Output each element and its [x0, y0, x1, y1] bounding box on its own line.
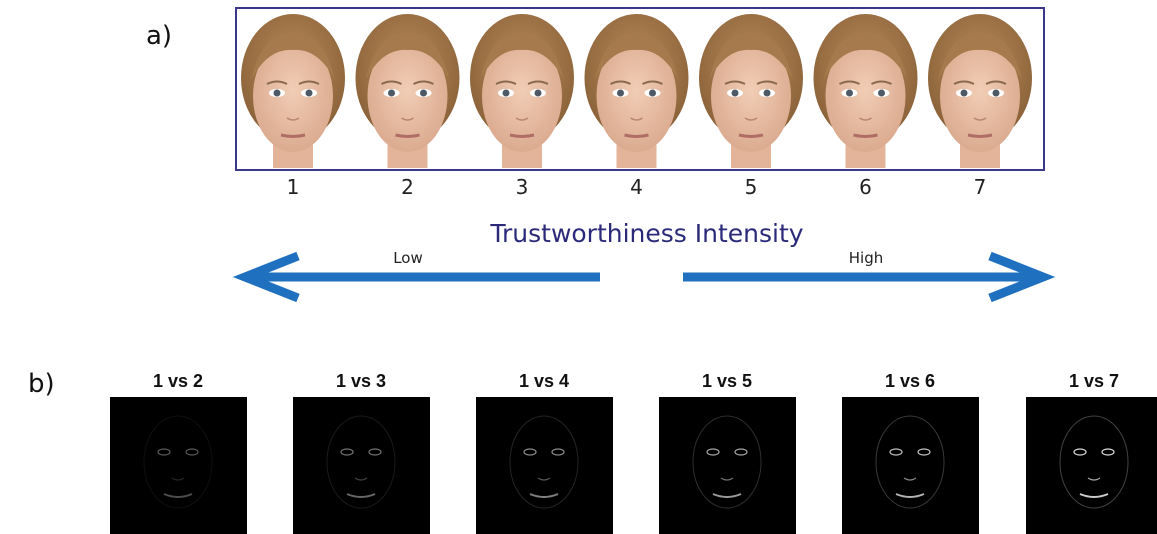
page: {"panel_a": {"label": "a)", "faces": ["1… [0, 0, 1157, 534]
iris [993, 90, 1000, 97]
mouth [510, 135, 534, 137]
map-background [842, 397, 979, 534]
iris [878, 90, 885, 97]
map-background [476, 397, 613, 534]
mouth [625, 135, 649, 137]
difference-map [476, 397, 613, 534]
iris [732, 90, 739, 97]
mouth [968, 135, 992, 137]
iris [535, 90, 542, 97]
mouth [739, 135, 763, 137]
map-background [110, 397, 247, 534]
comparison-title: 1 vs 2 [153, 371, 203, 391]
mouth [396, 135, 420, 137]
face-number: 3 [516, 175, 529, 199]
iris [388, 90, 395, 97]
map-background [293, 397, 430, 534]
map-background [1026, 397, 1157, 534]
difference-map [110, 397, 247, 534]
face-number: 4 [630, 175, 643, 199]
iris [764, 90, 771, 97]
high-label: High [849, 249, 883, 267]
low-label: Low [393, 249, 423, 267]
iris [961, 90, 968, 97]
comparison-title: 1 vs 4 [519, 371, 569, 391]
iris [617, 90, 624, 97]
iris [306, 90, 313, 97]
difference-map [1026, 397, 1157, 534]
comparison-title: 1 vs 7 [1069, 371, 1119, 391]
face-number: 2 [401, 175, 414, 199]
panel-label: a) [146, 21, 172, 51]
arrows [245, 256, 1043, 298]
map-background [659, 397, 796, 534]
face-number: 6 [859, 175, 872, 199]
difference-maps: 1 vs 2 1 vs 3 1 vs 4 1 vs 5 1 vs 6 1 vs 7 [110, 371, 1157, 534]
iris [274, 90, 281, 97]
face-number: 1 [287, 175, 300, 199]
mouth [854, 135, 878, 137]
comparison-title: 1 vs 3 [336, 371, 386, 391]
comparison-title: 1 vs 6 [885, 371, 935, 391]
figure: a) 1 2 3 4 5 6 7 Trustworthiness Intensity Low… [0, 0, 1157, 534]
difference-map [659, 397, 796, 534]
iris [503, 90, 510, 97]
face-number: 7 [974, 175, 987, 199]
mouth [281, 135, 305, 137]
panel-label: b) [28, 369, 55, 399]
iris [846, 90, 853, 97]
iris [649, 90, 656, 97]
difference-map [293, 397, 430, 534]
iris [420, 90, 427, 97]
comparison-title: 1 vs 5 [702, 371, 752, 391]
difference-map [842, 397, 979, 534]
face-number: 5 [745, 175, 758, 199]
axis-title: Trustworthiness Intensity [489, 219, 803, 248]
